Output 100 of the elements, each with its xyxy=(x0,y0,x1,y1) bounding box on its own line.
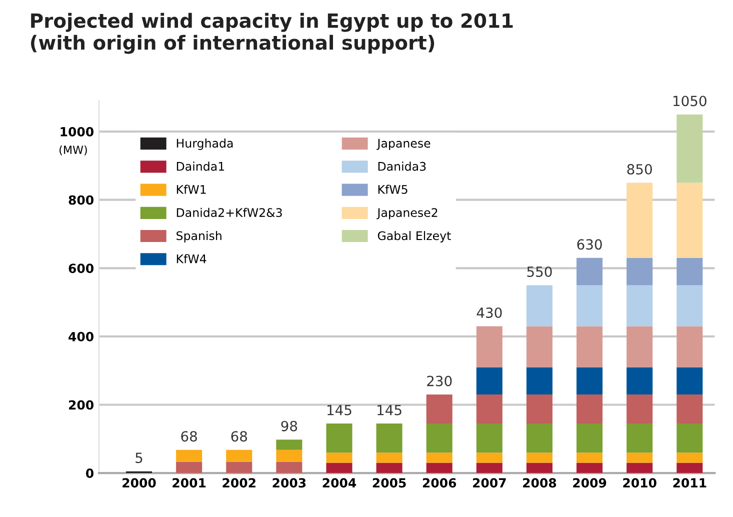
legend-label: Gabal Elzeyt xyxy=(378,231,451,242)
bar xyxy=(476,462,502,474)
bar xyxy=(426,394,452,424)
y-tick-label: 0 xyxy=(86,468,94,478)
total-label: 550 xyxy=(527,266,552,277)
x-tick-label: 2006 xyxy=(422,478,456,488)
bar xyxy=(326,452,352,463)
bar xyxy=(576,367,603,395)
x-tick-label: 2008 xyxy=(523,478,556,488)
legend-label: Danida2+KfW2&3 xyxy=(176,208,282,218)
legend-label: KfW4 xyxy=(176,254,206,264)
bar xyxy=(676,114,703,183)
legend-label: KfW5 xyxy=(378,184,408,194)
y-tick-label: 1000 xyxy=(60,127,94,136)
total-label: 68 xyxy=(231,431,248,442)
y-tick-label: 400 xyxy=(68,332,94,342)
bar xyxy=(626,424,653,453)
bar xyxy=(626,326,653,368)
total-label: 98 xyxy=(281,420,298,432)
bar xyxy=(476,452,502,463)
x-tick-label: 2004 xyxy=(322,478,356,488)
bar xyxy=(676,452,703,463)
y-tick-label: 800 xyxy=(68,195,94,205)
bar xyxy=(676,182,703,258)
legend-label: Danida3 xyxy=(378,162,426,171)
bar xyxy=(576,258,603,286)
bar xyxy=(626,367,653,395)
y-tick-label: 600 xyxy=(68,264,94,274)
x-tick-label: 2003 xyxy=(272,478,306,488)
bar xyxy=(626,394,653,424)
bar xyxy=(676,285,703,326)
bar xyxy=(276,440,302,450)
bar xyxy=(676,462,703,474)
bar xyxy=(576,452,603,463)
bar xyxy=(526,462,552,474)
legend-label: KfW1 xyxy=(176,184,206,194)
bar xyxy=(526,326,552,368)
bar xyxy=(376,452,402,463)
chart-title: Projected wind capacity in Egypt up to 2011 (with origin of international support) xyxy=(30,12,513,54)
x-tick-label: 2000 xyxy=(122,478,156,488)
bar xyxy=(526,452,552,463)
total-label: 230 xyxy=(427,376,452,386)
bar xyxy=(476,394,502,424)
bar xyxy=(326,424,352,453)
bar xyxy=(626,452,653,463)
bar xyxy=(576,326,603,368)
bar xyxy=(276,450,302,462)
bar xyxy=(276,462,302,474)
total-label: 5 xyxy=(136,452,142,464)
bar xyxy=(426,462,452,474)
bar xyxy=(526,367,552,395)
bar xyxy=(576,285,603,326)
legend-label: Japanese xyxy=(376,138,430,150)
bar xyxy=(176,450,202,462)
x-tick-label: 2001 xyxy=(172,478,206,488)
bar xyxy=(476,424,502,453)
x-tick-label: 2010 xyxy=(623,478,656,488)
total-label: 145 xyxy=(328,404,352,416)
x-tick-label: 2007 xyxy=(473,478,506,488)
bar xyxy=(526,394,552,424)
x-tick-label: 2002 xyxy=(222,478,256,488)
legend-label: Japanese2 xyxy=(376,208,438,220)
legend-label: Hurghada xyxy=(176,138,233,150)
total-label: 430 xyxy=(476,307,502,318)
bar xyxy=(476,367,502,395)
y-axis-title: (MW) xyxy=(60,145,87,156)
bar xyxy=(526,285,552,326)
total-label: 1050 xyxy=(674,96,706,106)
bar xyxy=(226,462,252,474)
x-tick-label: 2009 xyxy=(573,478,606,488)
bar xyxy=(326,462,352,474)
bar xyxy=(476,326,502,368)
total-label: 630 xyxy=(577,239,602,250)
bar xyxy=(376,424,402,453)
bar xyxy=(526,424,552,453)
bar xyxy=(676,258,703,286)
bar xyxy=(576,462,603,474)
bar xyxy=(676,424,703,453)
bar xyxy=(626,462,653,474)
bar xyxy=(576,394,603,424)
bar xyxy=(176,462,202,474)
bar xyxy=(676,367,703,395)
total-label: 850 xyxy=(627,164,652,175)
x-tick-label: 2005 xyxy=(372,478,406,488)
bar xyxy=(426,452,452,463)
bar xyxy=(426,424,452,453)
legend-label: Spanish xyxy=(176,231,222,242)
bar xyxy=(626,285,653,326)
bar xyxy=(626,258,653,286)
bar xyxy=(576,424,603,453)
bar xyxy=(676,326,703,368)
y-tick-label: 200 xyxy=(68,400,94,410)
bar xyxy=(626,182,653,258)
bar xyxy=(676,394,703,424)
bar xyxy=(376,462,402,474)
total-label: 68 xyxy=(181,431,197,442)
legend-label: Dainda1 xyxy=(176,162,224,171)
bar xyxy=(226,450,252,462)
total-label: 145 xyxy=(378,404,402,416)
x-tick-label: 2011 xyxy=(673,478,706,488)
